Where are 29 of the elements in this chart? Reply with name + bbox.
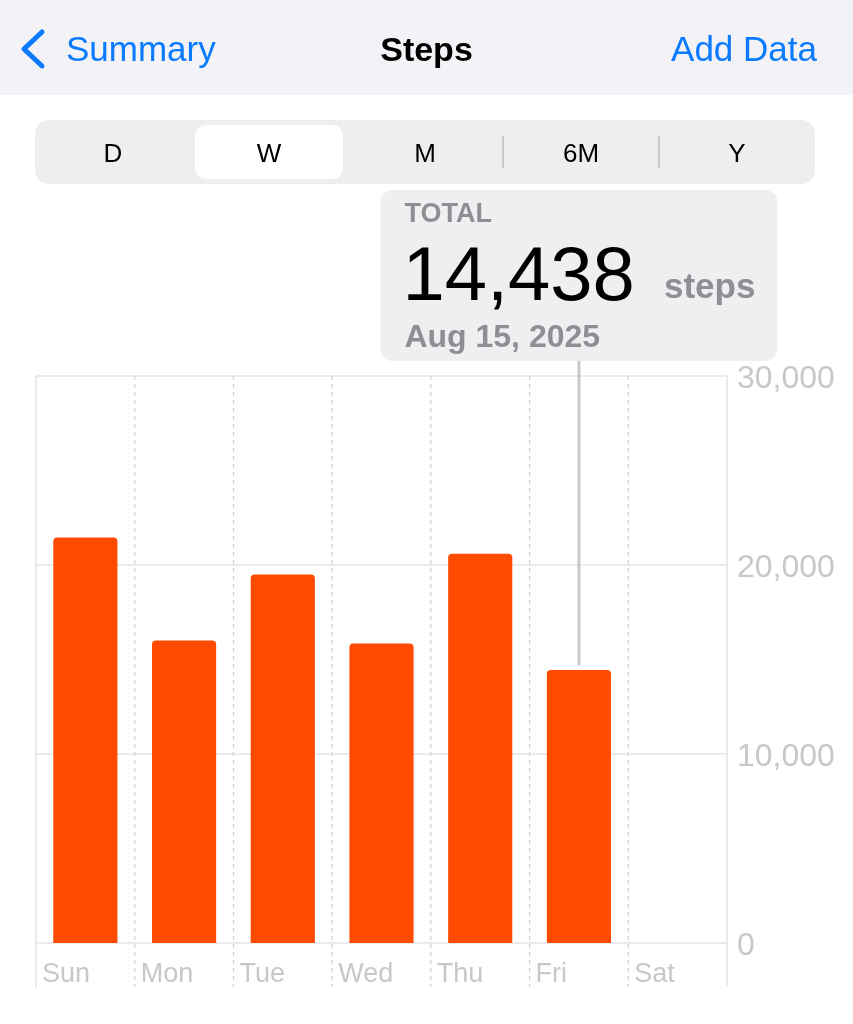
x-tick-label: Wed (338, 958, 394, 988)
x-tick-label: Tue (239, 958, 285, 988)
text: W (256, 138, 282, 168)
y-tick-label: 30,000 (737, 358, 835, 395)
text: Aug 15, 2025 (404, 318, 601, 354)
y-tick-label: 0 (737, 925, 755, 962)
x-tick-label: Sat (634, 958, 676, 988)
bar (546, 670, 612, 943)
x-tick-label: Sun (42, 958, 91, 988)
text: 6M (562, 138, 600, 168)
text: D (103, 138, 123, 168)
x-tick-label: Mon (140, 958, 194, 988)
text: Summary (66, 29, 217, 68)
bar (448, 553, 513, 943)
text: steps (663, 266, 756, 305)
bar (250, 574, 315, 943)
bar (53, 537, 118, 943)
y-tick-label: 20,000 (737, 547, 835, 584)
text: M (414, 138, 436, 168)
bar (151, 640, 217, 943)
text: TOTAL (404, 198, 492, 228)
y-tick-label: 10,000 (737, 736, 835, 773)
text: Add Data (671, 29, 818, 68)
text: 14,438 (402, 231, 635, 316)
chart-title: Steps (380, 30, 473, 68)
bar (349, 643, 414, 943)
text: Y (728, 138, 746, 168)
x-tick-label: Fri (535, 958, 568, 988)
x-tick-label: Thu (436, 958, 484, 988)
